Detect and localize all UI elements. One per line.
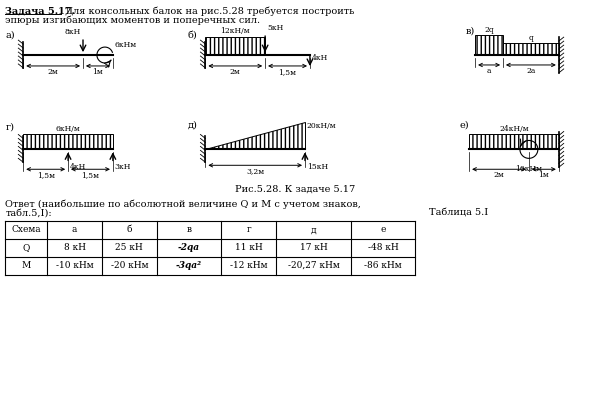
Text: 6кНм: 6кНм <box>115 41 137 49</box>
Text: 3,2м: 3,2м <box>246 167 264 175</box>
Text: табл.5,I):: табл.5,I): <box>5 209 52 218</box>
Text: б: б <box>126 225 132 234</box>
Text: Задача 5.17.: Задача 5.17. <box>5 6 76 15</box>
Text: q: q <box>529 34 533 42</box>
Text: M: M <box>22 261 31 270</box>
Text: 8 кН: 8 кН <box>64 243 86 252</box>
Text: Q: Q <box>22 243 30 252</box>
Text: эпюры изгибающих моментов и поперечных сил.: эпюры изгибающих моментов и поперечных с… <box>5 15 261 25</box>
Text: 24кН/м: 24кН/м <box>499 125 529 133</box>
Text: 1,5м: 1,5м <box>278 68 297 76</box>
Text: 3кН: 3кН <box>115 163 131 171</box>
Text: 6кН/м: 6кН/м <box>55 125 80 133</box>
Text: 1м: 1м <box>539 171 549 179</box>
Text: 2q: 2q <box>484 26 494 34</box>
Text: 25 кН: 25 кН <box>116 243 143 252</box>
Text: Схема: Схема <box>11 225 41 234</box>
Text: е): е) <box>459 121 469 130</box>
Text: 2м: 2м <box>230 68 241 76</box>
Text: -2qa: -2qa <box>178 243 200 252</box>
Text: а): а) <box>5 30 15 39</box>
Text: -48 кН: -48 кН <box>368 243 398 252</box>
Text: д: д <box>310 225 316 234</box>
Text: 8кН: 8кН <box>65 28 81 36</box>
Text: 1м: 1м <box>93 68 103 76</box>
Bar <box>503 43 559 55</box>
Text: 2м: 2м <box>48 68 58 76</box>
Text: 2а: 2а <box>526 67 536 75</box>
Text: в): в) <box>465 26 474 35</box>
Bar <box>205 37 265 55</box>
Text: 4кН: 4кН <box>312 54 328 62</box>
Text: -12 кНм: -12 кНм <box>230 261 267 270</box>
Text: -86 кНм: -86 кНм <box>364 261 402 270</box>
Text: Ответ (наибольшие по абсолютной величине Q и М с учетом знаков,: Ответ (наибольшие по абсолютной величине… <box>5 199 361 208</box>
Text: г: г <box>247 225 251 234</box>
Polygon shape <box>205 122 305 149</box>
Text: -20,27 кНм: -20,27 кНм <box>287 261 339 270</box>
Text: 11 кН: 11 кН <box>235 243 263 252</box>
Text: Для консольных балок на рис.5.28 требуется построить: Для консольных балок на рис.5.28 требует… <box>62 6 355 16</box>
Text: г): г) <box>5 123 14 131</box>
Text: 20кН/м: 20кН/м <box>307 122 336 130</box>
Text: б): б) <box>188 30 197 39</box>
Text: е: е <box>381 225 386 234</box>
Text: 1,5м: 1,5м <box>37 171 55 179</box>
Text: 10кНм: 10кНм <box>516 165 542 173</box>
Bar <box>475 35 503 55</box>
Text: д): д) <box>188 121 198 130</box>
Text: 15кН: 15кН <box>307 163 328 171</box>
Text: 4кН: 4кН <box>70 163 86 171</box>
Bar <box>469 135 559 149</box>
Text: -10 кНм: -10 кНм <box>55 261 93 270</box>
Bar <box>23 135 113 149</box>
Text: 1,5м: 1,5м <box>81 171 100 179</box>
Text: Рис.5.28. К задаче 5.17: Рис.5.28. К задаче 5.17 <box>235 185 355 194</box>
Text: в: в <box>186 225 192 234</box>
Text: 2м: 2м <box>494 171 504 179</box>
Text: 17 кН: 17 кН <box>300 243 327 252</box>
Text: 12кН/м: 12кН/м <box>221 27 250 35</box>
Text: 5кН: 5кН <box>267 24 283 32</box>
Text: Таблица 5.I: Таблица 5.I <box>430 209 489 218</box>
Text: -20 кНм: -20 кНм <box>110 261 148 270</box>
Text: -3qa²: -3qa² <box>176 261 202 270</box>
Text: а: а <box>487 67 491 75</box>
Text: а: а <box>72 225 77 234</box>
